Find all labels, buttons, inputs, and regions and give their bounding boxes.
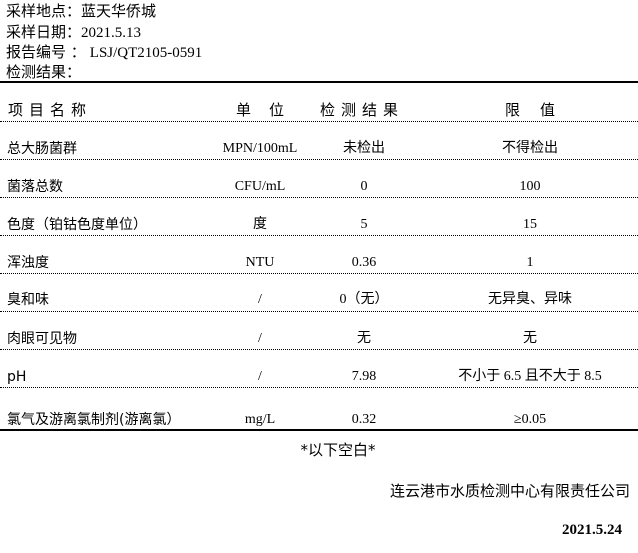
header-result: 检测结果	[320, 101, 405, 119]
row-result: 0.32	[351, 412, 377, 427]
row-divider	[0, 273, 638, 274]
row-limit: 无	[523, 331, 537, 346]
row-unit: NTU	[245, 255, 275, 270]
row-limit: 1	[526, 255, 534, 270]
row-limit: 不得检出	[502, 141, 558, 156]
row-result: 5	[360, 217, 368, 232]
label: 采样日期：	[6, 23, 82, 41]
row-name: 臭和味	[7, 292, 49, 308]
label: 报告编号 ：	[6, 43, 86, 61]
row-divider	[0, 235, 638, 236]
value: LSJ/QT2105-0591	[89, 45, 203, 61]
company-name: 连云港市水质检测中心有限责任公司	[389, 482, 630, 500]
value: 蓝天华侨城	[81, 2, 157, 20]
report-number: 报告编号 ： LSJ/QT2105-0591	[6, 44, 202, 61]
divider	[0, 81, 638, 83]
header-limit: 限值	[505, 101, 576, 119]
value: 2021.5.13	[81, 25, 142, 41]
header-name: 项目名称	[8, 101, 93, 119]
row-name: 总大肠菌群	[7, 141, 77, 157]
row-unit: CFU/mL	[234, 179, 286, 194]
row-unit: /	[258, 292, 262, 307]
label: 采样地点：	[6, 2, 82, 20]
row-limit: ≥0.05	[513, 412, 547, 427]
row-limit: 100	[519, 179, 541, 194]
report-date: 2021.5.24	[562, 522, 622, 538]
row-limit: 不小于 6.5 且不大于 8.5	[458, 369, 602, 384]
row-result: 0	[360, 179, 368, 194]
row-result: 7.98	[351, 369, 377, 384]
sampling-date: 采样日期：2021.5.13	[6, 24, 141, 41]
row-divider	[0, 311, 638, 312]
row-divider	[0, 197, 638, 198]
row-unit: mg/L	[244, 412, 276, 427]
result-label: 检测结果：	[6, 63, 82, 81]
row-divider	[0, 387, 638, 388]
row-name: 肉眼可见物	[7, 331, 77, 347]
row-name: 浑浊度	[7, 255, 49, 271]
row-name: pH	[7, 369, 27, 385]
sampling-location: 采样地点：蓝天华侨城	[6, 3, 156, 19]
row-result: 无	[357, 331, 371, 346]
row-result: 未检出	[343, 141, 385, 156]
row-name: 菌落总数	[7, 179, 63, 195]
row-name: 色度（铂钴色度单位）	[7, 217, 147, 233]
header-unit: 单位	[236, 101, 303, 119]
row-divider	[0, 349, 638, 350]
row-limit: 15	[523, 217, 537, 232]
row-result: 0.36	[351, 255, 377, 270]
row-result: 0（无）	[339, 292, 389, 307]
row-unit: 度	[253, 217, 267, 232]
row-name: 氯气及游离氯制剂(游离氯）	[7, 412, 181, 428]
row-divider	[0, 159, 638, 160]
divider	[0, 121, 638, 122]
row-unit: MPN/100mL	[222, 141, 298, 156]
table-bottom-line	[0, 429, 638, 431]
row-unit: /	[258, 331, 262, 346]
row-unit: /	[258, 369, 262, 384]
blank-note: *以下空白*	[300, 441, 376, 459]
row-limit: 无异臭、异味	[488, 292, 572, 307]
